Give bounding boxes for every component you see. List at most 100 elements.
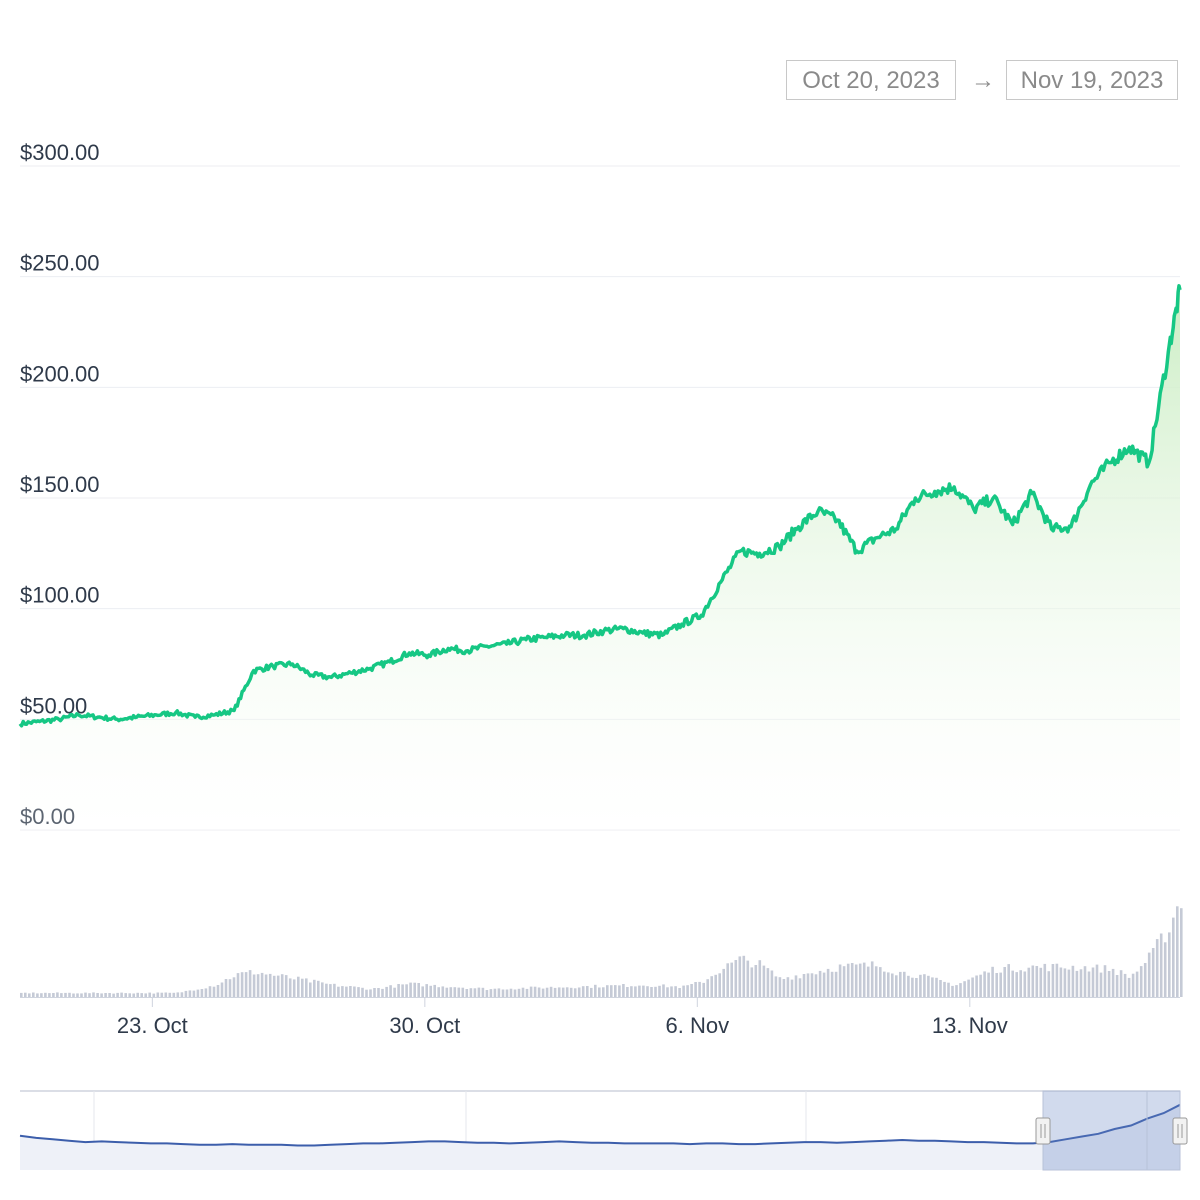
volume-bar (92, 992, 95, 997)
price-line (18, 284, 1182, 728)
volume-bar (1147, 952, 1151, 997)
volume-bar (951, 985, 954, 997)
volume-bar (140, 993, 143, 997)
volume-bar (850, 963, 854, 997)
volume-bar (614, 985, 617, 997)
volume-bar (630, 986, 633, 997)
date-to-input[interactable]: Nov 19, 2023 (1006, 60, 1178, 100)
volume-bar (730, 962, 733, 997)
volume-bar (32, 992, 35, 997)
volume-bar (782, 979, 786, 997)
volume-bar (903, 971, 906, 997)
volume-bar (44, 992, 47, 997)
volume-bar (866, 966, 870, 997)
volume-bar (726, 963, 729, 997)
volume-bar (838, 964, 842, 997)
volume-bar (1031, 965, 1035, 997)
volume-bar (521, 987, 525, 997)
navigator[interactable]: 20. Mar12. Jun28. Aug (19, 1090, 1188, 1171)
volume-bar (963, 981, 966, 997)
volume-bar (353, 986, 356, 997)
volume-bar (774, 976, 778, 997)
volume-bar (1063, 968, 1067, 997)
volume-bar (333, 983, 336, 997)
volume-bar (228, 979, 232, 997)
volume-bar (288, 978, 292, 997)
volume-bar (810, 973, 814, 997)
volume-bar (862, 962, 866, 997)
volume-bar (297, 976, 300, 997)
volume-bar (96, 993, 99, 997)
volume-bar (794, 975, 798, 997)
volume-bar (224, 979, 228, 997)
volume-bar (445, 987, 449, 997)
volume-bar (618, 985, 621, 997)
volume-bar (1123, 973, 1127, 997)
volume-bar (337, 986, 340, 997)
volume-bar (393, 987, 396, 997)
date-from-input[interactable]: Oct 20, 2023 (786, 60, 956, 100)
volume-bar (1180, 908, 1183, 997)
volume-bar (317, 980, 320, 997)
volume-bar (1071, 965, 1075, 997)
volume-bar (80, 993, 83, 997)
volume-bar (485, 990, 489, 997)
volume-bar (842, 966, 846, 997)
volume-bar (489, 989, 493, 997)
volume-bar (606, 985, 609, 997)
volume-bar (710, 976, 713, 997)
volume-bar (192, 990, 196, 997)
volume-bar (1011, 970, 1014, 997)
volume-bar (1083, 966, 1087, 997)
volume-bar (204, 988, 208, 997)
volume-bar (887, 972, 890, 997)
volume-bar (256, 974, 260, 997)
volume-bar (702, 982, 705, 997)
volume-bar (397, 984, 400, 997)
volume-bar (674, 986, 677, 997)
volume-bar (369, 989, 372, 997)
volume-bar (425, 984, 428, 997)
volume-bar (682, 985, 685, 997)
volume-bar (120, 992, 123, 997)
volume-bar (160, 992, 164, 997)
volume-bar (814, 974, 818, 997)
volume-bar (313, 979, 316, 997)
volume-bar (870, 961, 874, 997)
volume-bar (184, 990, 188, 997)
volume-bar (176, 992, 180, 997)
volume-bar (690, 984, 693, 997)
volume-bar (891, 973, 894, 997)
volume-bar (650, 987, 653, 997)
volume-bar (1103, 965, 1107, 997)
volume-bar (746, 960, 750, 997)
volume-bar (594, 984, 597, 997)
volume-bar (822, 972, 826, 997)
volume-bar (569, 987, 573, 997)
navigator-handle-right[interactable] (1172, 1117, 1188, 1145)
volume-bar (40, 993, 43, 997)
volume-bar (947, 982, 950, 997)
volume-bar (686, 985, 689, 997)
volume-bar (1099, 972, 1103, 997)
volume-bar (654, 986, 657, 997)
volume-bar (858, 963, 862, 997)
volume-bar (1139, 966, 1143, 997)
volume-bar (533, 986, 537, 997)
navigator-handle-left[interactable] (1035, 1117, 1051, 1145)
volume-bar (991, 966, 994, 997)
volume-bar (834, 971, 838, 997)
volume-bar (742, 955, 746, 997)
volume-bar (76, 993, 79, 997)
volume-bar (84, 992, 87, 997)
range-arrow-icon: → (971, 67, 995, 94)
x-tick-label: 13. Nov (932, 1013, 1008, 1038)
volume-bar (1143, 963, 1147, 997)
navigator-line (19, 1103, 1181, 1147)
volume-bar (264, 974, 268, 997)
volume-bar (389, 985, 392, 997)
navigator-selection[interactable] (1042, 1090, 1181, 1171)
volume-bar (581, 986, 585, 997)
volume-bar (1095, 964, 1099, 997)
volume-bar (1087, 971, 1091, 997)
